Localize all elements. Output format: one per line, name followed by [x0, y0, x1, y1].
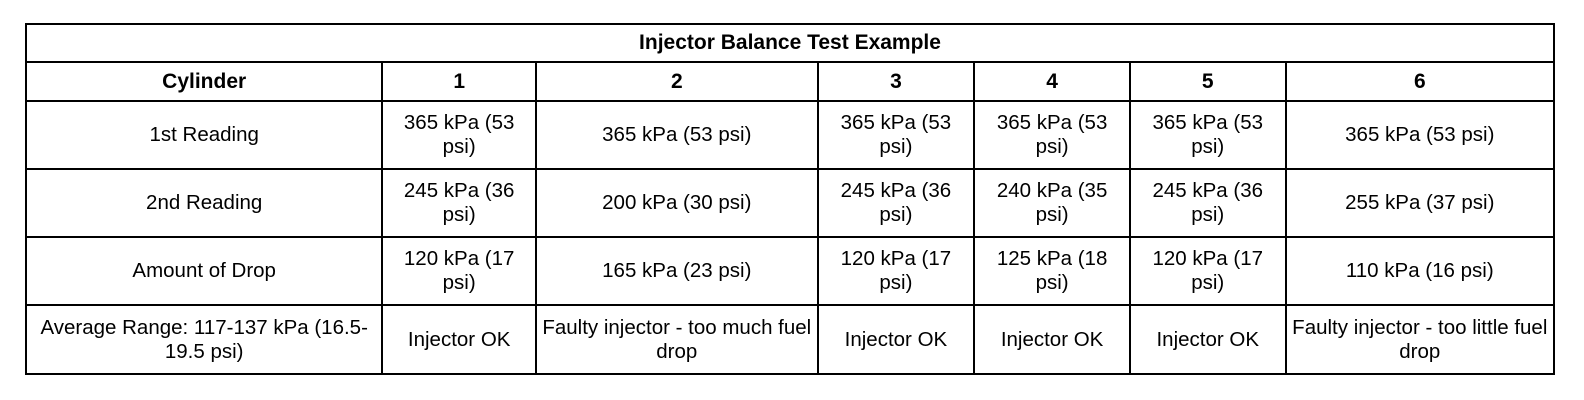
table-cell: 200 kPa (30 psi) [534, 168, 819, 238]
injector-balance-table: Injector Balance Test Example Cylinder 1… [24, 23, 1556, 375]
table-cell: 245 kPa (36 psi) [381, 168, 537, 238]
table-cell: Injector OK [1128, 304, 1287, 375]
table-cell: 245 kPa (36 psi) [816, 168, 976, 238]
table-cell: 240 kPa (35 psi) [973, 168, 1131, 238]
table-cell: 245 kPa (36 psi) [1128, 168, 1287, 238]
table-cell: Faulty injector - too much fuel drop [534, 304, 819, 375]
injector-balance-table-container: Injector Balance Test Example Cylinder 1… [24, 23, 1556, 375]
table-cell: 110 kPa (16 psi) [1284, 236, 1556, 306]
table-cell: 120 kPa (17 psi) [381, 236, 537, 306]
header-label: Cylinder [24, 61, 384, 102]
table-header-row: Cylinder 1 2 3 4 5 6 [24, 61, 1556, 102]
table-cell: 365 kPa (53 psi) [973, 100, 1131, 170]
table-row-1st-reading: 1st Reading 365 kPa (53 psi) 365 kPa (53… [24, 100, 1556, 170]
table-cell: 120 kPa (17 psi) [816, 236, 976, 306]
table-cell: 365 kPa (53 psi) [1128, 100, 1287, 170]
table-cell: Faulty injector - too little fuel drop [1284, 304, 1556, 375]
table-cell: 125 kPa (18 psi) [973, 236, 1131, 306]
header-cylinder-2: 2 [534, 61, 819, 102]
header-cylinder-4: 4 [973, 61, 1131, 102]
row-label: Amount of Drop [24, 236, 384, 306]
table-cell: 365 kPa (53 psi) [381, 100, 537, 170]
table-cell: 165 kPa (23 psi) [534, 236, 819, 306]
table-cell: 255 kPa (37 psi) [1284, 168, 1556, 238]
row-label: 1st Reading [24, 100, 384, 170]
header-cylinder-5: 5 [1128, 61, 1287, 102]
table-cell: Injector OK [973, 304, 1131, 375]
table-row-amount-of-drop: Amount of Drop 120 kPa (17 psi) 165 kPa … [24, 236, 1556, 306]
table-cell: 365 kPa (53 psi) [816, 100, 976, 170]
table-cell: Injector OK [381, 304, 537, 375]
header-cylinder-6: 6 [1284, 61, 1556, 102]
table-row-2nd-reading: 2nd Reading 245 kPa (36 psi) 200 kPa (30… [24, 168, 1556, 238]
row-label: 2nd Reading [24, 168, 384, 238]
table-cell: 120 kPa (17 psi) [1128, 236, 1287, 306]
table-row-average-range: Average Range: 117-137 kPa (16.5-19.5 ps… [24, 304, 1556, 375]
table-title-row: Injector Balance Test Example [25, 23, 1555, 63]
header-cylinder-3: 3 [816, 61, 976, 102]
row-label: Average Range: 117-137 kPa (16.5-19.5 ps… [24, 304, 384, 375]
table-title: Injector Balance Test Example [25, 23, 1555, 63]
header-cylinder-1: 1 [381, 61, 537, 102]
table-cell: 365 kPa (53 psi) [1284, 100, 1556, 170]
table-cell: 365 kPa (53 psi) [534, 100, 819, 170]
table-cell: Injector OK [816, 304, 976, 375]
